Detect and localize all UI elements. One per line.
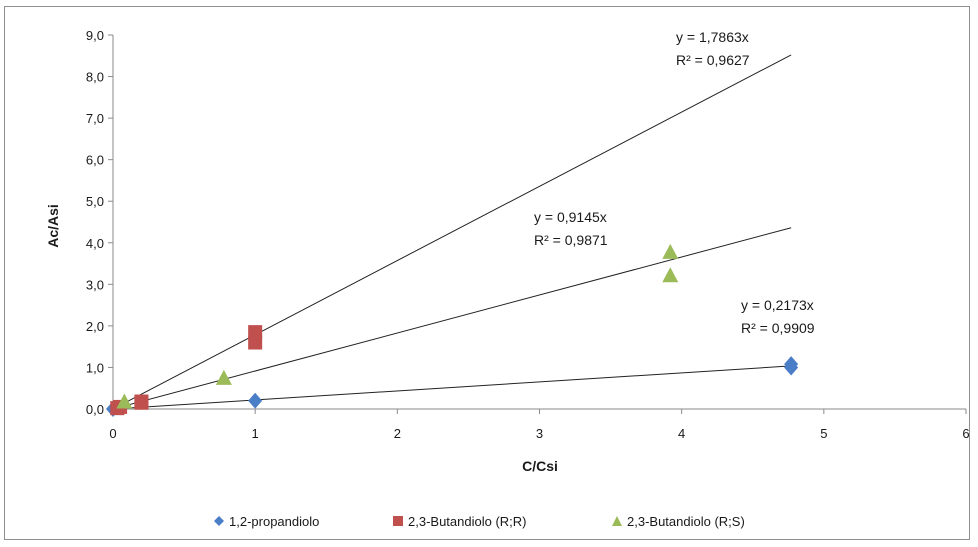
trend-equation-rr: y = 1,7863x	[676, 29, 749, 45]
data-point-triangle	[662, 243, 679, 259]
y-tick-label: 3,0	[86, 277, 104, 292]
y-axis-title: Ac/Asi	[45, 204, 61, 248]
x-tick-label: 4	[678, 426, 685, 441]
trendline-2	[112, 227, 792, 410]
trend-r2-rr: R² = 0,9627	[676, 52, 750, 68]
data-point-square	[248, 325, 263, 340]
y-tick-label: 4,0	[86, 236, 104, 251]
legend-item-rs: 2,3-Butandiolo (R;S)	[612, 514, 745, 529]
x-tick-label: 3	[536, 426, 543, 441]
trendline-0	[112, 365, 792, 410]
legend: 1,2-propandiolo 2,3-Butandiolo (R;R) 2,3…	[214, 514, 745, 529]
data-point-triangle	[662, 267, 679, 283]
legend-diamond-icon	[214, 516, 224, 526]
legend-item-propandiolo: 1,2-propandiolo	[214, 514, 319, 529]
data-point-triangle	[215, 369, 232, 385]
x-tick-label: 0	[109, 426, 116, 441]
data-point-triangle	[116, 393, 133, 409]
trendline-1	[112, 54, 792, 410]
y-tick-label: 1,0	[86, 360, 104, 375]
legend-triangle-icon	[612, 516, 622, 526]
trend-equation-rs: y = 0,9145x	[534, 209, 607, 225]
plot-area: 0,0 1,0 2,0 3,0 4,0 5,0 6,0 7,0 8,0 9,0 0 1 2 3 4 5 6	[86, 28, 970, 441]
y-tick-label: 7,0	[86, 111, 104, 126]
y-tick-label: 2,0	[86, 319, 104, 334]
trend-r2-rs: R² = 0,9871	[534, 232, 608, 248]
y-tick-label: 0,0	[86, 402, 104, 417]
x-tick-label: 6	[962, 426, 969, 441]
legend-label-propandiolo: 1,2-propandiolo	[229, 514, 319, 529]
legend-item-rr: 2,3-Butandiolo (R;R)	[393, 514, 527, 529]
x-tick-label: 2	[394, 426, 401, 441]
data-point-diamond	[784, 356, 799, 373]
x-axis-title: C/Csi	[522, 458, 558, 474]
data-point-square	[134, 394, 149, 409]
x-tick-label: 5	[820, 426, 827, 441]
y-tick-label: 5,0	[86, 194, 104, 209]
y-tick-label: 6,0	[86, 153, 104, 168]
x-tick-label: 1	[252, 426, 259, 441]
trendline-label-rs: y = 0,9145x R² = 0,9871	[534, 209, 608, 248]
data-point-diamond	[248, 392, 263, 409]
trendline-label-rr: y = 1,7863x R² = 0,9627	[676, 29, 750, 68]
legend-label-rr: 2,3-Butandiolo (R;R)	[408, 514, 527, 529]
chart-frame	[4, 6, 970, 540]
trend-equation-propandiolo: y = 0,2173x	[741, 297, 814, 313]
legend-square-icon	[393, 516, 403, 526]
trend-r2-propandiolo: R² = 0,9909	[741, 320, 815, 336]
y-tick-label: 9,0	[86, 28, 104, 43]
legend-label-rs: 2,3-Butandiolo (R;S)	[627, 514, 745, 529]
y-tick-label: 8,0	[86, 70, 104, 85]
trendline-label-propandiolo: y = 0,2173x R² = 0,9909	[741, 297, 815, 336]
